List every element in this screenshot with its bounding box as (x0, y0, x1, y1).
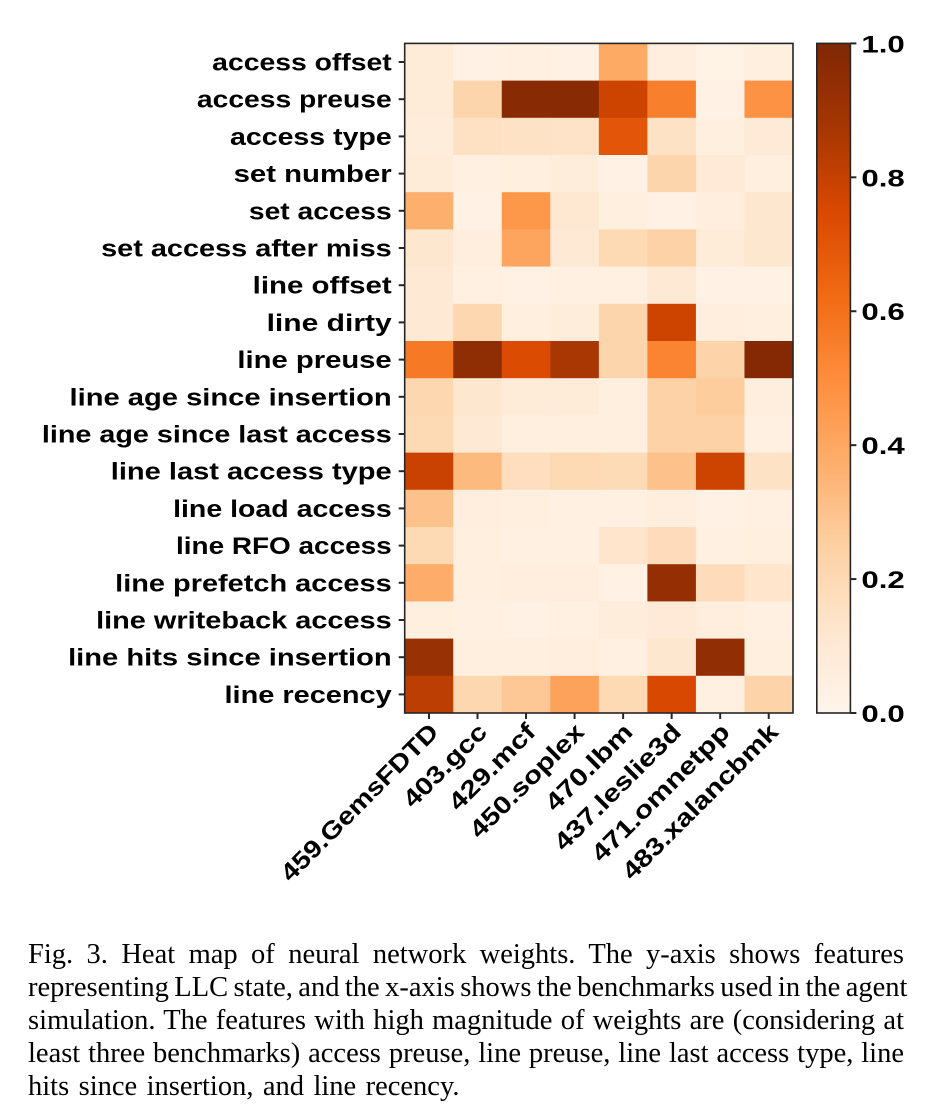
svg-text:0.6: 0.6 (861, 299, 904, 326)
svg-text:1.0: 1.0 (861, 31, 904, 58)
svg-text:0.4: 0.4 (861, 433, 905, 460)
svg-text:line last access type: line last access type (111, 459, 392, 486)
svg-text:line preuse: line preuse (237, 347, 391, 374)
svg-text:line offset: line offset (253, 273, 392, 300)
svg-text:set number: set number (234, 161, 393, 188)
svg-text:line dirty: line dirty (267, 310, 393, 337)
svg-text:line prefetch access: line prefetch access (115, 570, 392, 597)
svg-text:line RFO access: line RFO access (176, 533, 392, 560)
svg-text:line load access: line load access (173, 496, 392, 523)
svg-text:access preuse: access preuse (197, 87, 392, 114)
svg-text:set access after miss: set access after miss (101, 236, 392, 263)
svg-text:0.2: 0.2 (861, 567, 904, 594)
svg-text:line age since insertion: line age since insertion (70, 384, 392, 411)
svg-text:line hits since insertion: line hits since insertion (68, 645, 392, 672)
svg-text:set access: set access (249, 198, 392, 225)
svg-text:line age since last access: line age since last access (42, 422, 392, 449)
svg-text:access type: access type (230, 124, 392, 151)
svg-text:0.8: 0.8 (861, 165, 904, 192)
svg-text:line recency: line recency (225, 682, 393, 709)
svg-text:line writeback access: line writeback access (96, 608, 392, 635)
svg-text:access offset: access offset (212, 50, 392, 77)
svg-text:0.0: 0.0 (861, 701, 904, 728)
